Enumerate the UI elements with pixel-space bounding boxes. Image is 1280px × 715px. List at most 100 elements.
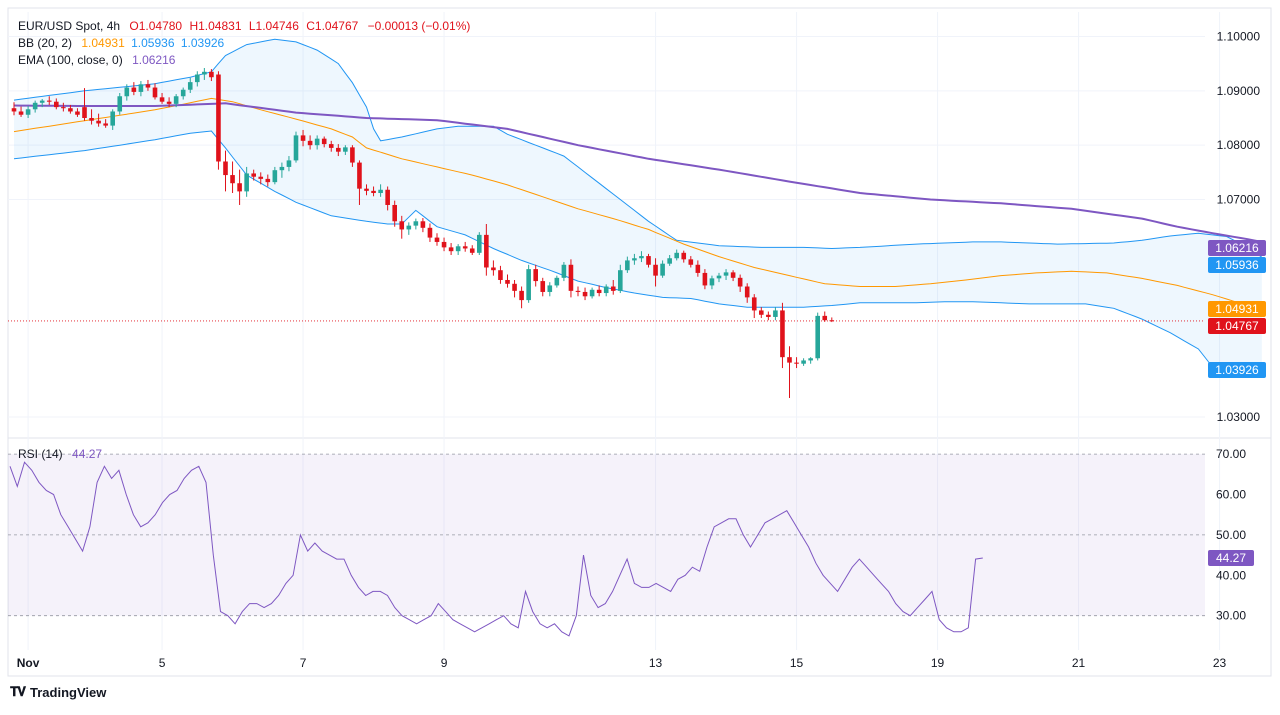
candle-down <box>399 221 405 230</box>
candle-down <box>68 108 73 112</box>
candle-down <box>441 241 447 248</box>
candlesticks[interactable] <box>11 67 835 398</box>
candle-up <box>455 246 461 252</box>
candle-down <box>420 221 426 228</box>
candle-down <box>610 286 616 291</box>
candle-up <box>618 270 623 291</box>
candle-down <box>392 204 397 222</box>
candle-down <box>730 272 736 278</box>
candle-down <box>498 270 503 280</box>
candle-up <box>138 84 144 92</box>
rsi-value-tag <box>1208 550 1254 567</box>
price-axis[interactable]: 1.10000 1.09000 1.08000 1.07000 1.03000 <box>1217 29 1261 424</box>
candle-up <box>603 286 609 294</box>
candle-up <box>25 109 31 115</box>
candle-up <box>477 234 482 253</box>
candle-up <box>801 360 806 364</box>
candle-up <box>39 100 45 103</box>
candle-down <box>462 246 468 249</box>
candle-down <box>152 87 158 98</box>
price-tag-label: 1.06216 <box>1215 241 1259 255</box>
bb-upper-line <box>13 38 1263 258</box>
candle-up <box>293 135 299 161</box>
candle-down <box>251 173 256 177</box>
change-value: −0.00013 (−0.01%) <box>367 19 471 33</box>
candle-down <box>371 190 376 194</box>
candle-up <box>667 258 672 264</box>
time-tick-label: Nov <box>17 656 40 670</box>
time-tick-label: 23 <box>1213 656 1227 670</box>
candle-up <box>314 138 320 146</box>
candle-down <box>230 175 235 184</box>
candle-down <box>491 267 496 271</box>
candle-up <box>632 258 637 261</box>
price-tag-label: 1.03926 <box>1215 363 1259 377</box>
bb-legend: BB (20, 2) 1.04931 1.05936 1.03926 <box>18 35 230 51</box>
brand-name: TradingView <box>30 684 107 700</box>
candle-down <box>512 283 517 291</box>
time-tick-label: 9 <box>441 656 448 670</box>
candle-up <box>279 166 285 171</box>
candle-up <box>625 260 630 271</box>
price-tick-label: 1.10000 <box>1217 29 1261 43</box>
rsi-tick-label: 70.00 <box>1216 447 1246 461</box>
candle-up <box>378 189 383 194</box>
candle-up <box>589 289 595 297</box>
ema-100-line <box>13 102 1262 243</box>
chart-frame <box>7 7 1272 677</box>
candle-down <box>766 314 771 317</box>
candle-down <box>96 120 101 124</box>
candle-down <box>258 176 264 179</box>
candle-up <box>343 147 348 152</box>
candle-down <box>385 189 390 205</box>
candle-up <box>639 256 644 259</box>
grid-lines <box>7 7 1272 677</box>
candle-up <box>187 82 193 90</box>
candle-down <box>46 100 52 102</box>
candle-down <box>82 107 87 118</box>
candle-down <box>829 320 835 322</box>
bb-label[interactable]: BB (20, 2) <box>18 36 73 50</box>
candle-down <box>328 144 334 148</box>
candle-down <box>688 259 694 265</box>
rsi-pane: 70.00 60.00 50.00 40.00 30.00 44.27 <box>8 447 1254 637</box>
price-tick-label: 1.03000 <box>1217 410 1261 424</box>
candle-down <box>61 107 66 109</box>
candle-down <box>350 147 355 163</box>
candle-down <box>646 256 651 265</box>
price-tag-label: 1.04931 <box>1215 302 1259 316</box>
candle-up <box>117 96 123 112</box>
high-value: H1.04831 <box>189 19 242 33</box>
candle-down <box>780 310 785 358</box>
price-tag-bb_upper <box>1208 257 1266 273</box>
candle-down <box>321 138 327 145</box>
bb-basis-value: 1.04931 <box>81 36 125 50</box>
candle-down <box>744 286 750 298</box>
price-tag-label: 1.05936 <box>1215 258 1259 272</box>
candle-up <box>180 89 186 97</box>
candle-down <box>505 279 510 284</box>
candle-down <box>145 84 151 88</box>
time-axis[interactable]: Nov 5 7 9 13 15 19 21 23 <box>17 656 1227 670</box>
symbol-legend: EUR/USD Spot, 4h O1.04780 H1.04831 L1.04… <box>18 18 476 34</box>
candle-up <box>773 310 778 317</box>
price-tick-label: 1.09000 <box>1217 84 1261 98</box>
rsi-legend: RSI (14) 44.27 <box>18 446 108 462</box>
candle-down <box>159 97 165 102</box>
ema-label[interactable]: EMA (100, close, 0) <box>18 53 123 67</box>
candle-down <box>787 357 792 363</box>
bb-basis-line <box>13 97 1263 313</box>
candle-down <box>575 290 581 292</box>
rsi-band-area <box>8 454 1205 616</box>
bb-band-area <box>14 39 1262 374</box>
rsi-tick-label: 40.00 <box>1216 568 1246 582</box>
candle-up <box>709 278 715 286</box>
candle-up <box>272 170 278 183</box>
symbol-title[interactable]: EUR/USD Spot, 4h <box>18 19 121 33</box>
bollinger-band-fill <box>14 39 1262 374</box>
candle-down <box>540 281 546 292</box>
tradingview-brand[interactable]: 𝐓𝐕 TradingView <box>10 684 106 700</box>
rsi-label[interactable]: RSI (14) <box>18 447 63 461</box>
